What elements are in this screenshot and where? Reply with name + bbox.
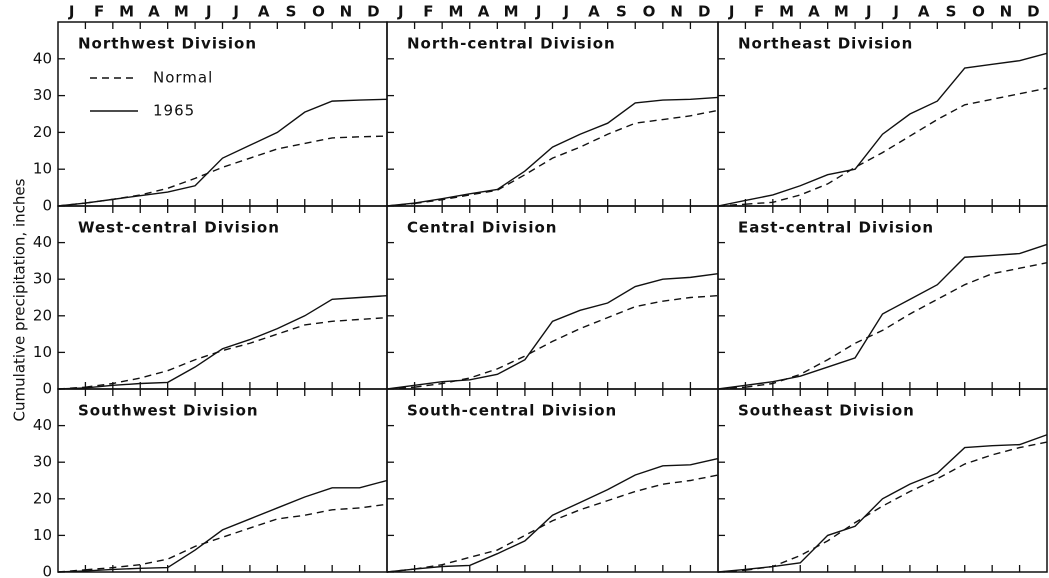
month-label: J (892, 3, 899, 21)
panel-title: Northwest Division (78, 35, 257, 53)
panel-title: South-central Division (407, 402, 617, 420)
month-label: F (754, 3, 764, 21)
month-label: A (478, 3, 490, 21)
y-tick-label: 10 (33, 343, 52, 361)
panel-title: West-central Division (78, 219, 280, 237)
month-label: F (423, 3, 433, 21)
y-tick-label: 40 (33, 416, 52, 434)
y-tick-label: 20 (33, 306, 52, 324)
month-label: O (972, 3, 985, 21)
panel-title: Central Division (407, 219, 557, 237)
month-label: J (205, 3, 212, 21)
series-line (414, 273, 719, 387)
series-line (414, 474, 719, 570)
legend-label: Normal (153, 69, 213, 87)
series-line (85, 479, 388, 572)
month-label: M (119, 3, 134, 21)
series-line (85, 135, 388, 204)
y-tick-label: 20 (33, 489, 52, 507)
y-tick-label: 40 (33, 233, 52, 251)
series-line (414, 294, 719, 388)
month-label: O (312, 3, 325, 21)
y-tick-label: 10 (33, 526, 52, 544)
panel-title: East-central Division (738, 219, 934, 237)
y-tick-label: 0 (42, 197, 52, 215)
month-label: M (779, 3, 794, 21)
month-label: O (643, 3, 656, 21)
y-tick-label: 0 (42, 380, 52, 398)
month-label: S (946, 3, 957, 21)
month-label: M (834, 3, 849, 21)
month-label: S (616, 3, 627, 21)
y-tick-label: 30 (33, 270, 52, 288)
series-line (414, 109, 719, 205)
series-line (745, 243, 1048, 387)
panel-title: Southwest Division (78, 402, 259, 420)
panel-title: Southeast Division (738, 402, 915, 420)
month-label: A (808, 3, 820, 21)
month-label: J (68, 3, 75, 21)
month-label: D (698, 3, 710, 21)
series-line (745, 52, 1048, 202)
series-line (85, 98, 388, 204)
month-label: A (588, 3, 600, 21)
month-label: S (286, 3, 297, 21)
y-tick-label: 30 (33, 453, 52, 471)
series-line (745, 434, 1048, 571)
start-segment (386, 568, 415, 573)
start-segment (717, 568, 746, 573)
month-label: M (504, 3, 519, 21)
series-line (745, 87, 1048, 205)
panel-title: Northeast Division (738, 35, 913, 53)
y-tick-label: 10 (33, 160, 52, 178)
series-line (745, 441, 1048, 571)
month-label: J (535, 3, 542, 21)
month-label: N (670, 3, 683, 21)
y-tick-label: 40 (33, 49, 52, 67)
month-label: D (1027, 3, 1039, 21)
series-line (85, 316, 388, 388)
start-segment (57, 570, 86, 573)
series-line (414, 457, 719, 570)
series-line (85, 294, 388, 389)
y-tick-label: 0 (42, 563, 52, 578)
series-line (414, 96, 719, 204)
month-label: J (562, 3, 569, 21)
month-label: N (340, 3, 353, 21)
month-label: J (865, 3, 872, 21)
series-line (85, 503, 388, 571)
legend-label: 1965 (153, 102, 195, 120)
month-label: A (258, 3, 270, 21)
month-label: A (918, 3, 930, 21)
month-label: N (1000, 3, 1013, 21)
y-axis-label: Cumulative precipitation, inches (11, 178, 29, 421)
start-segment (717, 199, 746, 207)
panel-title: North-central Division (407, 35, 616, 53)
month-label: M (174, 3, 189, 21)
month-label: J (232, 3, 239, 21)
month-label: J (397, 3, 404, 21)
month-label: M (448, 3, 463, 21)
y-tick-label: 30 (33, 86, 52, 104)
y-tick-label: 20 (33, 123, 52, 141)
month-label: D (367, 3, 379, 21)
month-label: F (94, 3, 104, 21)
month-label: J (728, 3, 735, 21)
series-line (745, 262, 1048, 388)
month-label: A (148, 3, 160, 21)
